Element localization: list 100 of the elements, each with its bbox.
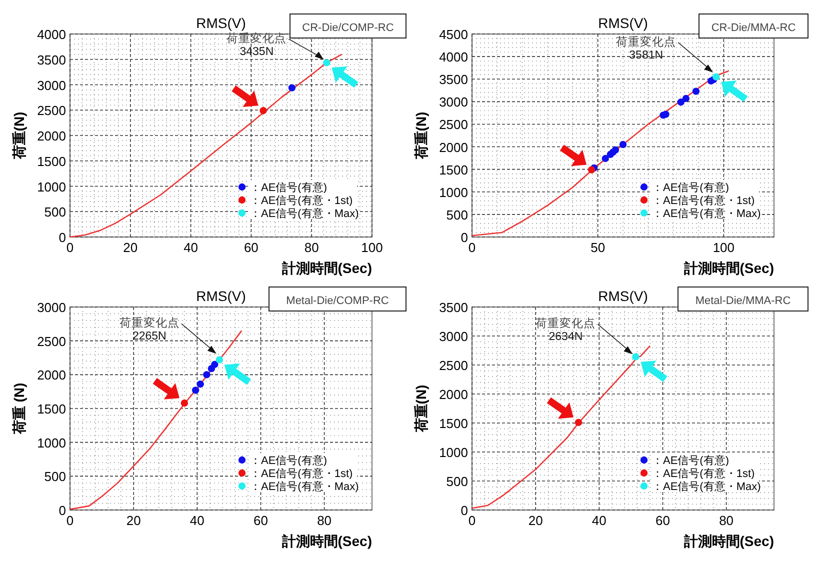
legend-label: ：AE信号(有意) bbox=[652, 181, 729, 194]
x-tick-label: 60 bbox=[254, 513, 268, 528]
y-tick-label: 4000 bbox=[439, 50, 468, 65]
x-tick-label: 20 bbox=[528, 513, 543, 528]
y-tick-label: 500 bbox=[446, 474, 468, 489]
point bbox=[602, 154, 609, 162]
point bbox=[260, 107, 267, 114]
legend-label: ：AE信号(有意・1st) bbox=[652, 467, 755, 480]
y-axis-title: 荷重 (N) bbox=[11, 382, 27, 436]
annotation: CR-Die/MMA-RC bbox=[711, 22, 796, 34]
legend-label: ：AE信号(有意・1st) bbox=[652, 194, 755, 207]
x-axis-title: 計測時間(Sec) bbox=[682, 260, 774, 276]
legend-label: ：AE信号(有意・Max) bbox=[250, 207, 359, 220]
y-tick-label: 3500 bbox=[439, 300, 468, 315]
y-tick-label: 3500 bbox=[439, 72, 468, 88]
y-tick-label: 4000 bbox=[37, 27, 66, 42]
x-tick-label: 100 bbox=[712, 240, 735, 255]
point bbox=[211, 360, 218, 368]
y-tick-label: 0 bbox=[460, 503, 468, 518]
y-tick-label: 1000 bbox=[37, 435, 66, 450]
y-tick-label: 2500 bbox=[37, 103, 66, 118]
point bbox=[662, 110, 670, 118]
point bbox=[612, 146, 620, 154]
point bbox=[712, 73, 720, 80]
line-series bbox=[69, 330, 242, 510]
legend-label: ：AE信号(有意) bbox=[250, 181, 327, 194]
x-tick-label: 80 bbox=[317, 513, 332, 528]
y-tick-label: 500 bbox=[446, 207, 468, 222]
x-tick-label: 40 bbox=[592, 513, 606, 528]
y-tick-label: 2000 bbox=[439, 140, 468, 155]
x-axis-title: 計測時間(Sec) bbox=[280, 260, 372, 276]
point bbox=[323, 59, 330, 66]
y-tick-label: 1500 bbox=[439, 162, 468, 178]
y-tick-label: 1500 bbox=[37, 402, 66, 416]
point bbox=[196, 380, 204, 388]
y-tick-label: 3000 bbox=[37, 78, 66, 93]
point bbox=[619, 140, 627, 148]
x-tick-label: 100 bbox=[361, 240, 383, 255]
y-tick-label: 0 bbox=[460, 230, 468, 245]
annotation: Metal-Die/MMA-RC bbox=[695, 295, 791, 307]
point bbox=[192, 386, 200, 394]
y-axis-title: 荷重(N) bbox=[413, 384, 429, 434]
x-axis-title: 計測時間(Sec) bbox=[682, 533, 774, 549]
legend-label: ：AE信号(有意・Max) bbox=[652, 480, 761, 493]
chart-title: RMS(V) bbox=[196, 288, 246, 304]
y-tick-label: 2500 bbox=[439, 117, 468, 132]
y-tick-label: 2500 bbox=[37, 334, 66, 349]
legend-label: ：AE信号(有意・Max) bbox=[250, 480, 359, 493]
y-axis-title: 荷重(N) bbox=[11, 112, 27, 160]
y-axis-title: 荷重(N) bbox=[413, 112, 429, 160]
legend-label: ：AE信号(有意) bbox=[652, 454, 729, 467]
annotation: 荷重変化点 2634N bbox=[536, 316, 596, 344]
legend-label: ：AE信号(有意) bbox=[250, 454, 327, 467]
text: Metal-Die/COMP-RC bbox=[286, 295, 389, 307]
legend-label: ：AE信号(有意・1st) bbox=[250, 467, 353, 480]
y-tick-label: 1000 bbox=[439, 445, 468, 460]
y-tick-label: 2000 bbox=[37, 368, 66, 383]
x-tick-label: 20 bbox=[126, 513, 141, 528]
point bbox=[180, 399, 188, 407]
point bbox=[677, 98, 684, 106]
y-tick-label: 3500 bbox=[37, 52, 66, 68]
x-tick-label: 40 bbox=[190, 513, 204, 528]
y-tick-label: 3000 bbox=[439, 329, 468, 344]
point bbox=[588, 166, 596, 174]
y-tick-label: 1500 bbox=[439, 416, 468, 431]
y-tick-label: 2500 bbox=[439, 358, 468, 373]
chart-title: RMS(V) bbox=[196, 15, 246, 31]
x-tick-label: 60 bbox=[656, 513, 670, 528]
y-tick-label: 4500 bbox=[439, 27, 468, 42]
chart-title: RMS(V) bbox=[598, 288, 648, 304]
line-series bbox=[471, 345, 651, 509]
annotation: 荷重変化点 3581N bbox=[616, 34, 676, 62]
point bbox=[203, 371, 210, 378]
y-tick-label: 1000 bbox=[439, 184, 468, 200]
y-tick-label: 500 bbox=[44, 204, 66, 220]
y-tick-label: 2000 bbox=[37, 128, 66, 144]
y-tick-label: 0 bbox=[58, 503, 66, 518]
x-axis-title: 計測時間(Sec) bbox=[280, 533, 372, 549]
y-tick-label: 500 bbox=[44, 469, 66, 484]
x-tick-label: 60 bbox=[244, 240, 258, 255]
x-tick-label: 40 bbox=[184, 240, 198, 255]
x-tick-label: 80 bbox=[719, 513, 734, 528]
annotation: CR-Die/COMP-RC bbox=[302, 22, 394, 34]
point bbox=[692, 88, 700, 95]
y-tick-label: 1500 bbox=[37, 154, 66, 169]
legend-label: ：AE信号(有意・Max) bbox=[652, 207, 761, 220]
x-tick-label: 80 bbox=[304, 240, 319, 255]
chart-title: RMS(V) bbox=[598, 15, 648, 31]
x-tick-label: 50 bbox=[590, 240, 606, 255]
x-tick-label: 20 bbox=[123, 240, 138, 255]
point bbox=[288, 84, 296, 92]
y-tick-label: 3000 bbox=[439, 94, 468, 110]
y-tick-label: 0 bbox=[58, 230, 66, 245]
legend-label: ：AE信号(有意・1st) bbox=[250, 194, 353, 207]
y-tick-label: 3000 bbox=[37, 300, 66, 315]
point bbox=[216, 356, 224, 364]
y-tick-label: 2000 bbox=[439, 387, 468, 402]
annotation: 荷重変化点 2265N bbox=[119, 316, 180, 343]
y-tick-label: 1000 bbox=[37, 179, 66, 194]
point bbox=[682, 94, 690, 102]
